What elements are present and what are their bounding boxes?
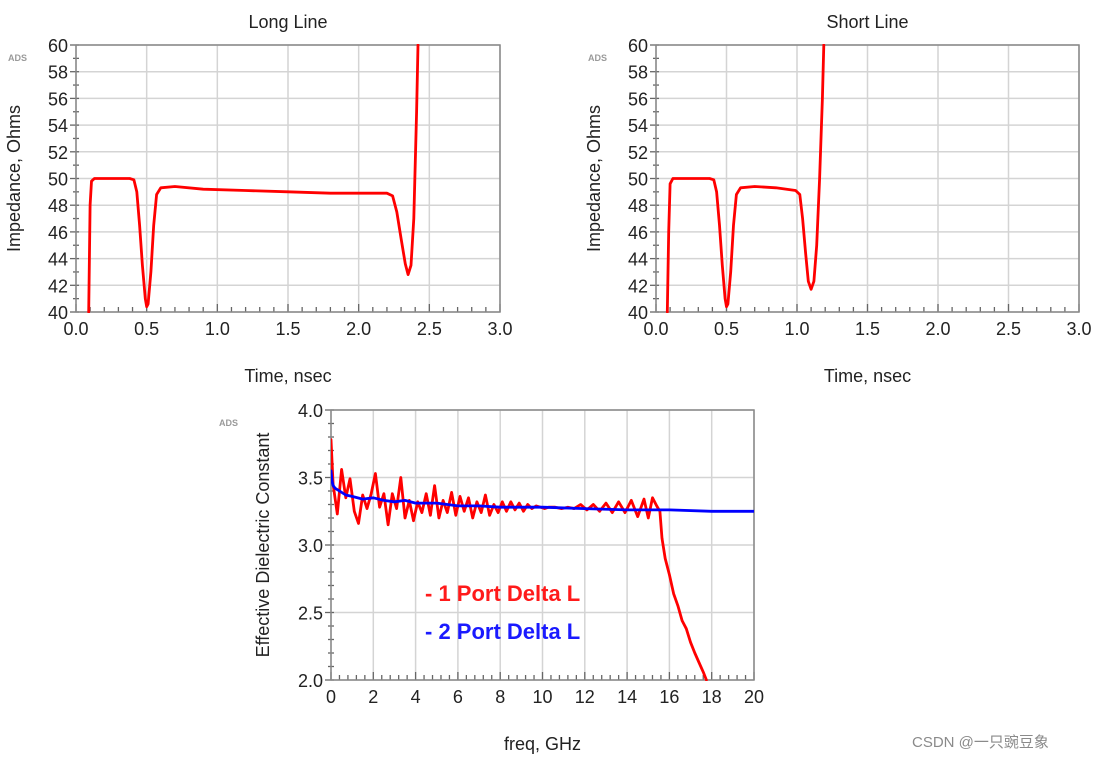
watermark-text: CSDN @一只豌豆象	[912, 734, 1049, 751]
x-tick-label: 18	[702, 687, 722, 707]
series-line	[87, 44, 420, 313]
y-tick-label: 40	[628, 303, 648, 323]
x-tick-label: 3.0	[487, 319, 512, 339]
chart-short: 0.0 0.5 1.0 1.5 2.0 2.5 3.0 40 42 44 46 48 50 52 54 56 5…	[584, 12, 1092, 386]
x-tick-label: 10	[532, 687, 552, 707]
x-tick-label: 1.5	[275, 319, 300, 339]
legend-entry: - 1 Port Delta L	[425, 581, 580, 606]
y-tick-label: 52	[628, 143, 648, 163]
x-tick-label: 20	[744, 687, 764, 707]
chart-title: Short Line	[826, 12, 908, 32]
y-tick-label: 60	[628, 36, 648, 56]
y-tick-label: 48	[628, 196, 648, 216]
series-line	[331, 469, 754, 513]
y-tick-label: 44	[48, 250, 68, 270]
gridlines	[75, 44, 501, 313]
y-tick-label: 50	[628, 170, 648, 190]
x-tick-label: 16	[659, 687, 679, 707]
y-tick-label: 48	[48, 196, 68, 216]
y-axis-label: Impedance, Ohms	[584, 105, 604, 252]
x-tick-label: 0.0	[63, 319, 88, 339]
y-tick-label: 46	[628, 223, 648, 243]
x-tick-label: 0	[326, 687, 336, 707]
y-tick-label: 58	[628, 63, 648, 83]
y-tick-label: 56	[48, 89, 68, 109]
x-tick-label: 1.0	[205, 319, 230, 339]
x-tick-label: 6	[453, 687, 463, 707]
x-tick-label: 1.0	[784, 319, 809, 339]
y-tick-label: 52	[48, 143, 68, 163]
y-tick-label: 58	[48, 63, 68, 83]
y-tick-label: 2.0	[298, 671, 323, 691]
x-axis-label: Time, nsec	[244, 366, 331, 386]
y-tick-label: 60	[48, 36, 68, 56]
plot-area	[330, 409, 755, 681]
y-tick-label: 50	[48, 170, 68, 190]
x-tick-label: 1.5	[855, 319, 880, 339]
chart-dk: 0 2 4 6 8 10 12 14 16 18 20 2.0 2.5 3.0 3.5 4.0 freq, GH…	[219, 401, 764, 754]
y-tick-label: 54	[48, 116, 68, 136]
chart-title: Long Line	[248, 12, 327, 32]
x-tick-label: 2.5	[417, 319, 442, 339]
x-tick-label: 3.0	[1066, 319, 1091, 339]
y-axis-label: Effective Dielectric Constant	[253, 433, 273, 658]
x-tick-label: 2	[368, 687, 378, 707]
x-tick-label: 2.0	[925, 319, 950, 339]
y-tick-label: 3.5	[298, 469, 323, 489]
ads-badge: ADS	[8, 53, 27, 63]
chart-long: 0.0 0.5 1.0 1.5 2.0 2.5 3.0 40 42 44 46 48 50 52 54 56 5…	[4, 12, 513, 386]
y-tick-label: 44	[628, 250, 648, 270]
x-axis-label: Time, nsec	[824, 366, 911, 386]
ads-badge: ADS	[219, 418, 238, 428]
y-tick-label: 46	[48, 223, 68, 243]
y-tick-label: 54	[628, 116, 648, 136]
y-tick-label: 40	[48, 303, 68, 323]
x-tick-label: 8	[495, 687, 505, 707]
x-tick-label: 4	[411, 687, 421, 707]
series-line	[665, 44, 826, 313]
plot-area	[75, 44, 501, 313]
y-tick-label: 4.0	[298, 401, 323, 421]
x-tick-label: 12	[575, 687, 595, 707]
y-tick-label: 42	[48, 276, 68, 296]
legend-entry: - 2 Port Delta L	[425, 619, 580, 644]
x-tick-label: 2.0	[346, 319, 371, 339]
x-tick-label: 0.5	[134, 319, 159, 339]
y-tick-label: 3.0	[298, 536, 323, 556]
gridlines	[655, 44, 1080, 313]
x-tick-label: 0.5	[714, 319, 739, 339]
y-tick-label: 56	[628, 89, 648, 109]
x-tick-label: 0.0	[643, 319, 668, 339]
x-axis-label: freq, GHz	[504, 734, 581, 754]
y-tick-label: 42	[628, 276, 648, 296]
plot-area	[655, 44, 1080, 313]
x-tick-label: 2.5	[996, 319, 1021, 339]
y-tick-label: 2.5	[298, 604, 323, 624]
x-tick-label: 14	[617, 687, 637, 707]
ads-badge: ADS	[588, 53, 607, 63]
y-axis-label: Impedance, Ohms	[4, 105, 24, 252]
